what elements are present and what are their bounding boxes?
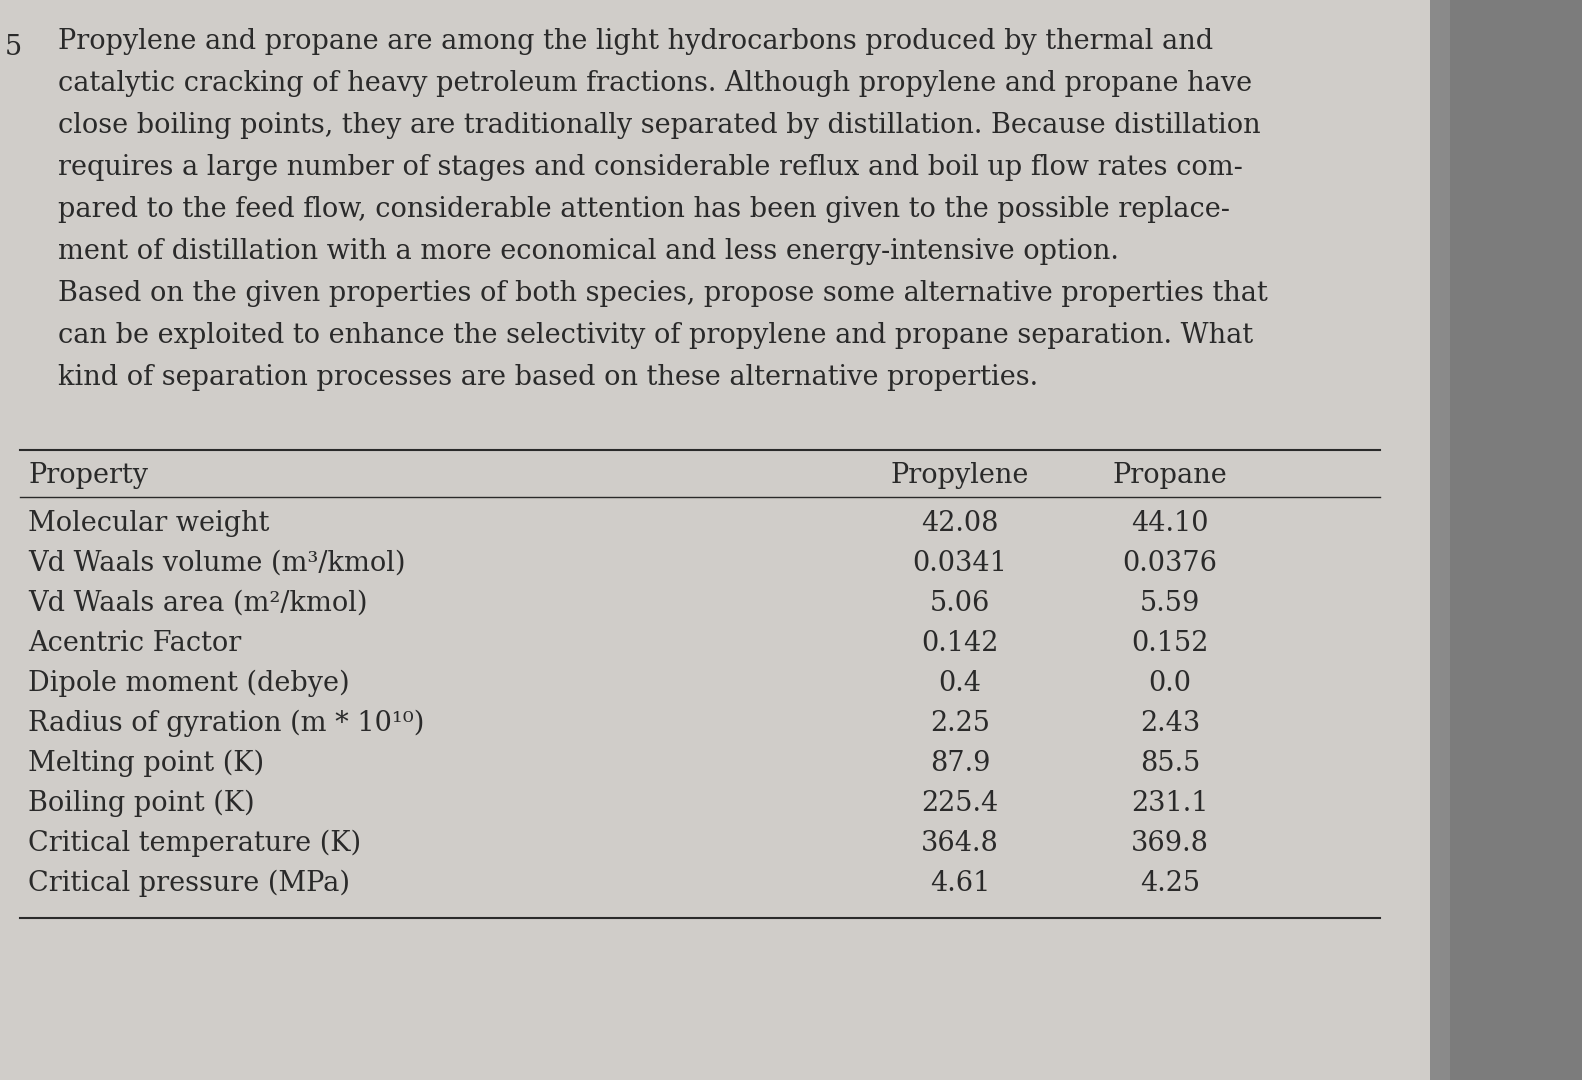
Text: 4.61: 4.61 (930, 870, 990, 897)
Text: Propane: Propane (1112, 462, 1228, 489)
Text: Critical temperature (K): Critical temperature (K) (28, 831, 361, 858)
Text: 5.06: 5.06 (930, 590, 990, 617)
Text: ment of distillation with a more economical and less energy-intensive option.: ment of distillation with a more economi… (59, 238, 1118, 265)
Text: catalytic cracking of heavy petroleum fractions. Although propylene and propane : catalytic cracking of heavy petroleum fr… (59, 70, 1251, 97)
Text: can be exploited to enhance the selectivity of propylene and propane separation.: can be exploited to enhance the selectiv… (59, 322, 1253, 349)
Text: 4.25: 4.25 (1141, 870, 1201, 897)
Text: 2.25: 2.25 (930, 710, 990, 737)
Bar (1451, 0, 1582, 1080)
Text: Acentric Factor: Acentric Factor (28, 630, 240, 657)
Text: 44.10: 44.10 (1131, 510, 1209, 537)
Text: 231.1: 231.1 (1131, 789, 1209, 816)
Text: 0.152: 0.152 (1131, 630, 1209, 657)
Text: Dipole moment (debye): Dipole moment (debye) (28, 670, 350, 698)
Text: Propylene and propane are among the light hydrocarbons produced by thermal and: Propylene and propane are among the ligh… (59, 28, 1213, 55)
Text: 5: 5 (5, 33, 22, 60)
Text: 369.8: 369.8 (1131, 831, 1209, 858)
Text: 85.5: 85.5 (1139, 750, 1201, 777)
Text: close boiling points, they are traditionally separated by distillation. Because : close boiling points, they are tradition… (59, 112, 1261, 139)
Text: Based on the given properties of both species, propose some alternative properti: Based on the given properties of both sp… (59, 280, 1267, 307)
Text: 0.0341: 0.0341 (913, 550, 1008, 577)
Text: 364.8: 364.8 (921, 831, 998, 858)
Text: Radius of gyration (m * 10¹⁰): Radius of gyration (m * 10¹⁰) (28, 710, 424, 738)
Bar (1430, 0, 1582, 1080)
Text: Vd Waals volume (m³/kmol): Vd Waals volume (m³/kmol) (28, 550, 405, 577)
Text: kind of separation processes are based on these alternative properties.: kind of separation processes are based o… (59, 364, 1038, 391)
Text: 0.142: 0.142 (921, 630, 998, 657)
Text: 0.0376: 0.0376 (1123, 550, 1218, 577)
Text: Melting point (K): Melting point (K) (28, 750, 264, 778)
Text: Propylene: Propylene (891, 462, 1030, 489)
Text: Property: Property (28, 462, 149, 489)
Text: Molecular weight: Molecular weight (28, 510, 269, 537)
Text: Critical pressure (MPa): Critical pressure (MPa) (28, 870, 350, 897)
Text: requires a large number of stages and considerable reflux and boil up flow rates: requires a large number of stages and co… (59, 154, 1243, 181)
Text: 87.9: 87.9 (930, 750, 990, 777)
Text: 225.4: 225.4 (921, 789, 998, 816)
Text: Boiling point (K): Boiling point (K) (28, 789, 255, 818)
Text: 0.4: 0.4 (938, 670, 981, 697)
Text: 0.0: 0.0 (1149, 670, 1191, 697)
Text: 5.59: 5.59 (1139, 590, 1201, 617)
Text: Vd Waals area (m²/kmol): Vd Waals area (m²/kmol) (28, 590, 367, 617)
Text: 2.43: 2.43 (1141, 710, 1201, 737)
Text: 42.08: 42.08 (921, 510, 998, 537)
Text: pared to the feed flow, considerable attention has been given to the possible re: pared to the feed flow, considerable att… (59, 195, 1229, 222)
